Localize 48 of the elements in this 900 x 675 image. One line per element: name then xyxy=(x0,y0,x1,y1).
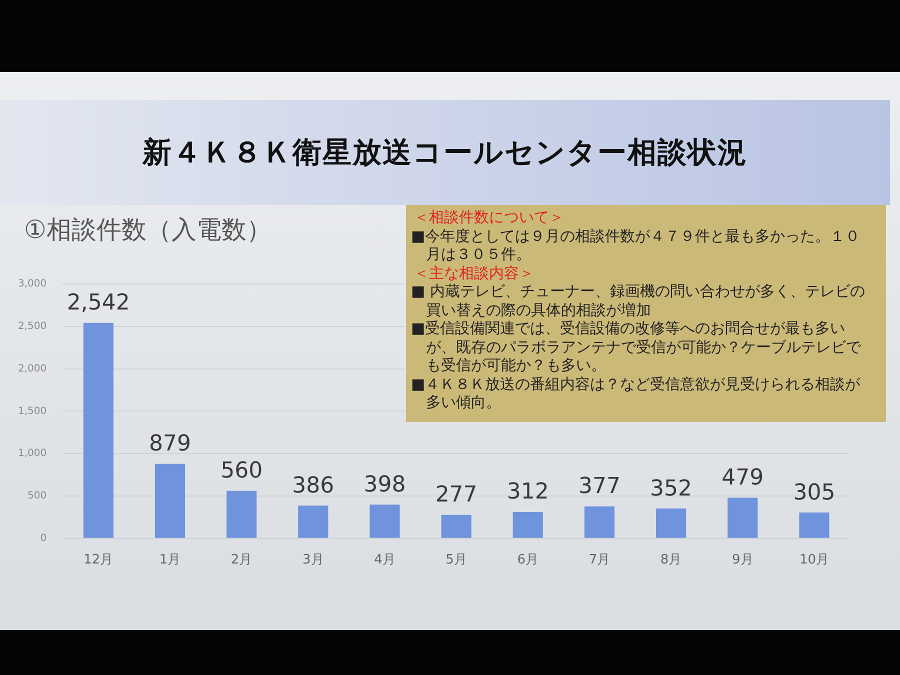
bar xyxy=(584,506,615,538)
x-tick-label: 3月 xyxy=(302,552,324,568)
data-label: 479 xyxy=(722,466,764,490)
annotation: ■受信設備関連では、受信設備の改修等へのお問合せが最も多いが、既存のパラボラアンテナで受信が可能か？ケーブルテレビでも受信が可能か？も多い。 xyxy=(411,319,862,374)
data-label: 312 xyxy=(506,480,549,505)
bar xyxy=(656,508,686,538)
bar xyxy=(154,464,186,538)
x-tick-label: 4月 xyxy=(374,552,396,568)
x-tick-label: 1月 xyxy=(159,552,181,568)
y-tick-label: 0 xyxy=(40,532,47,544)
bar xyxy=(370,504,400,538)
x-tick-label: 8月 xyxy=(660,552,682,568)
y-tick-label: 500 xyxy=(28,490,47,502)
bar xyxy=(83,322,114,538)
data-label: 377 xyxy=(578,474,620,500)
x-tick-label: 5月 xyxy=(446,552,467,568)
bar xyxy=(298,506,328,538)
x-tick-label: 2月 xyxy=(230,552,252,568)
bar xyxy=(226,490,257,538)
data-label: 386 xyxy=(292,473,334,498)
data-label: 2,542 xyxy=(66,290,130,316)
chart-title: 新４Ｋ８Ｋ衛星放送コールセンター相談状況 xyxy=(141,134,748,171)
x-tick-label: 9月 xyxy=(732,552,754,568)
data-label: 277 xyxy=(435,482,478,508)
bar xyxy=(728,498,758,538)
data-label: 560 xyxy=(220,458,263,484)
y-tick-label: 2,500 xyxy=(18,320,47,332)
y-tick-label: 3,000 xyxy=(18,278,47,290)
x-tick-label: 12月 xyxy=(84,552,114,568)
x-tick-label: 6月 xyxy=(517,552,539,568)
bar xyxy=(512,512,543,538)
chart-subtitle: ①相談件数（入電数） xyxy=(24,214,272,246)
text: ＜主な相談内容＞ xyxy=(414,264,535,282)
y-tick-label: 1,000 xyxy=(18,448,47,460)
annotation: ■４Ｋ８Ｋ放送の番組内容は？など受信意欲が見受けられる相談が多い傾向。 xyxy=(411,374,862,412)
text: ■今年度としては９月の相談件数が４７９件と最も多かった。１０月は３０５件。 xyxy=(411,226,862,264)
y-tick-label: 2,000 xyxy=(18,363,47,374)
x-tick-label: 7月 xyxy=(588,552,610,568)
annotation: ■ 内蔵テレビ、チューナー、録画機の問い合わせが多く、テレビの買い替えの際の具体的相談が増加 xyxy=(411,282,866,319)
data-label: 879 xyxy=(148,432,191,457)
data-label: 305 xyxy=(793,480,836,506)
bar xyxy=(799,512,830,538)
data-label: 352 xyxy=(650,476,692,502)
data-label: 398 xyxy=(364,472,406,498)
bar xyxy=(441,514,472,538)
y-tick-label: 1,500 xyxy=(18,406,47,417)
text: ＜相談件数について＞ xyxy=(414,208,565,226)
x-tick-label: 10月 xyxy=(799,552,829,568)
